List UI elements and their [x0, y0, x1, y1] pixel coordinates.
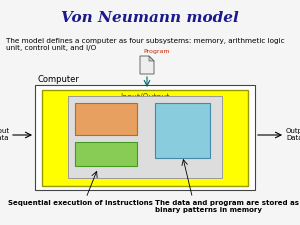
Text: The data and program are stored as
binary patterns in memory: The data and program are stored as binar…: [155, 200, 299, 213]
Text: Input
Data: Input Data: [0, 128, 9, 142]
Bar: [75, 103, 137, 135]
Text: Arithmetic Logic
Unit: Arithmetic Logic Unit: [77, 114, 135, 124]
Text: Computer: Computer: [37, 75, 79, 84]
Text: Control
Unit: Control Unit: [93, 148, 119, 159]
Bar: [68, 96, 222, 178]
Text: Program: Program: [143, 49, 170, 54]
Text: The model defines a computer as four subsystems: memory, arithmetic logic
unit, : The model defines a computer as four sub…: [6, 38, 285, 51]
Bar: [42, 90, 248, 186]
Text: Input/Output: Input/Output: [120, 92, 170, 101]
Bar: [75, 142, 137, 166]
Text: Memory: Memory: [167, 128, 198, 133]
Text: Sequential execution of instructions: Sequential execution of instructions: [8, 200, 153, 206]
Text: Output
Data: Output Data: [286, 128, 300, 142]
Bar: [35, 85, 255, 190]
Text: Von Neumann model: Von Neumann model: [61, 11, 239, 25]
Polygon shape: [140, 56, 154, 74]
Bar: [155, 103, 210, 158]
Polygon shape: [149, 56, 154, 61]
